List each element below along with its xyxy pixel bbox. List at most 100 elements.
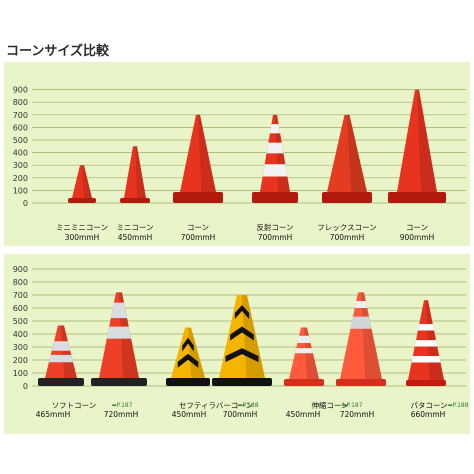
cone-size-label: 720mmH (104, 410, 139, 419)
cone-size-label: 450mmH (286, 410, 321, 419)
cone-body (45, 325, 77, 378)
chart1-tick-label: 200 (13, 174, 28, 183)
chart1-tick-label: 400 (13, 149, 28, 158)
cone-shade (188, 327, 205, 378)
cone-bar (406, 300, 446, 386)
cone-shade (347, 114, 367, 192)
cone-body (327, 114, 367, 192)
cone-chart-panel-2: 0 100 200 300 400 500 600 700 800 900 465mmH 720mmH… (4, 254, 470, 434)
cone-band (48, 354, 74, 363)
cone-band (262, 164, 288, 177)
cone-base (212, 378, 272, 386)
cone-name-label: フレックスコーン (317, 223, 376, 232)
cone-band (51, 341, 71, 351)
cone-name-label: コーン (187, 223, 209, 232)
cone-shade (61, 325, 77, 378)
cone-chart-panel-1: 0 100 200 300 400 500 600 700 800 900 ミニミニコーン 300mm… (4, 62, 470, 246)
chart2-tick-label: 500 (13, 317, 28, 326)
cone-size-chart-1: 0 100 200 300 400 500 600 700 800 900 ミニミニコーン300mm… (13, 86, 466, 242)
cone-body (340, 292, 382, 379)
cone-bar (388, 89, 446, 203)
cone-stripe (225, 348, 259, 363)
cone-name-label: パタコーン (410, 401, 447, 410)
chart2-tick-label: 300 (13, 343, 28, 352)
cone-size-label: 660mmH (411, 410, 446, 419)
chart2-tick-label: 0 (23, 382, 28, 391)
chart1-tick-label: 800 (13, 98, 28, 107)
cone-base (406, 380, 446, 386)
cone-body (124, 146, 146, 198)
cone-bar (38, 325, 84, 386)
cone-base (336, 379, 386, 386)
cone-band (269, 124, 281, 134)
cone-bar (252, 114, 298, 203)
page-ref-label: ➡P.188 (447, 402, 468, 409)
cone-band (297, 335, 311, 343)
page-ref-label: ➡P.187 (111, 402, 132, 409)
cone-base (284, 379, 324, 386)
cone-size-label: 450mmH (172, 410, 207, 419)
cone-band (110, 302, 128, 319)
chart2-tick-label: 800 (13, 278, 28, 287)
cone-name-label: ミニコーン (116, 223, 153, 232)
cone-shade (198, 114, 216, 192)
cone-bar (336, 292, 386, 386)
cone-shade (82, 165, 92, 198)
cone-body (180, 114, 216, 192)
chart2-tick-label: 900 (13, 265, 28, 274)
cone-bar (68, 165, 96, 203)
cone-band (295, 348, 313, 354)
cone-band (411, 356, 441, 363)
cone-size-label: 720mmH (340, 410, 375, 419)
cone-base (91, 378, 147, 386)
chart2-tick-label: 400 (13, 330, 28, 339)
chart1-tick-label: 100 (13, 186, 28, 195)
cone-bar (322, 114, 372, 203)
cone-body (72, 165, 92, 198)
cone-size-label: 700mmH (223, 410, 258, 419)
cone-body (397, 89, 437, 192)
chart2-tick-label: 600 (13, 304, 28, 313)
cone-name-label: 反射コーン (256, 222, 293, 232)
page-title: コーンサイズ比較 (6, 44, 109, 59)
chart1-tick-label: 300 (13, 161, 28, 170)
cone-shade (417, 89, 437, 192)
cone-base (120, 198, 150, 203)
cone-stripe (177, 353, 199, 368)
cone-shade (135, 146, 146, 198)
cone-band (266, 142, 284, 154)
chart1-tick-label: 600 (13, 123, 28, 132)
cone-band (106, 326, 132, 339)
cone-base (252, 192, 298, 203)
cone-size-label: 700mmH (181, 233, 216, 242)
chart1-tick-label: 900 (13, 86, 28, 95)
chart2-tick-label: 100 (13, 369, 28, 378)
cone-band (417, 324, 435, 331)
cone-base (388, 192, 446, 203)
cone-name-label: 伸縮コーン (311, 400, 348, 410)
cone-size-label: 900mmH (400, 233, 435, 242)
page-ref-label: ➡P.188 (237, 402, 258, 409)
cone-size-label: 300mmH (65, 233, 100, 242)
cone-name-label: ミニミニコーン (56, 223, 108, 232)
cone-base (166, 378, 210, 386)
cone-name-label: コーン (406, 223, 428, 232)
chart2-tick-label: 700 (13, 291, 28, 300)
cone-base (38, 378, 84, 386)
cone-stripe (182, 337, 194, 352)
chart1-tick-label: 500 (13, 136, 28, 145)
cone-size-label: 700mmH (258, 233, 293, 242)
cone-size-label: 700mmH (330, 233, 365, 242)
cone-name-label: セフティラバーコーン (179, 401, 253, 410)
cone-size-chart-2: 0 100 200 300 400 500 600 700 800 900 465mmH 720mmH… (13, 265, 469, 419)
cone-base (322, 192, 372, 203)
cone-shade (361, 292, 382, 379)
cone-base (68, 198, 96, 203)
cone-bar (284, 327, 324, 386)
page-ref-label: ➡P.187 (341, 402, 362, 409)
cone-size-label: 465mmH (36, 410, 71, 419)
chart1-tick-label: 700 (13, 111, 28, 120)
cone-bar (173, 114, 223, 203)
cone-bar (120, 146, 150, 203)
chart1-tick-label: 0 (23, 199, 28, 208)
